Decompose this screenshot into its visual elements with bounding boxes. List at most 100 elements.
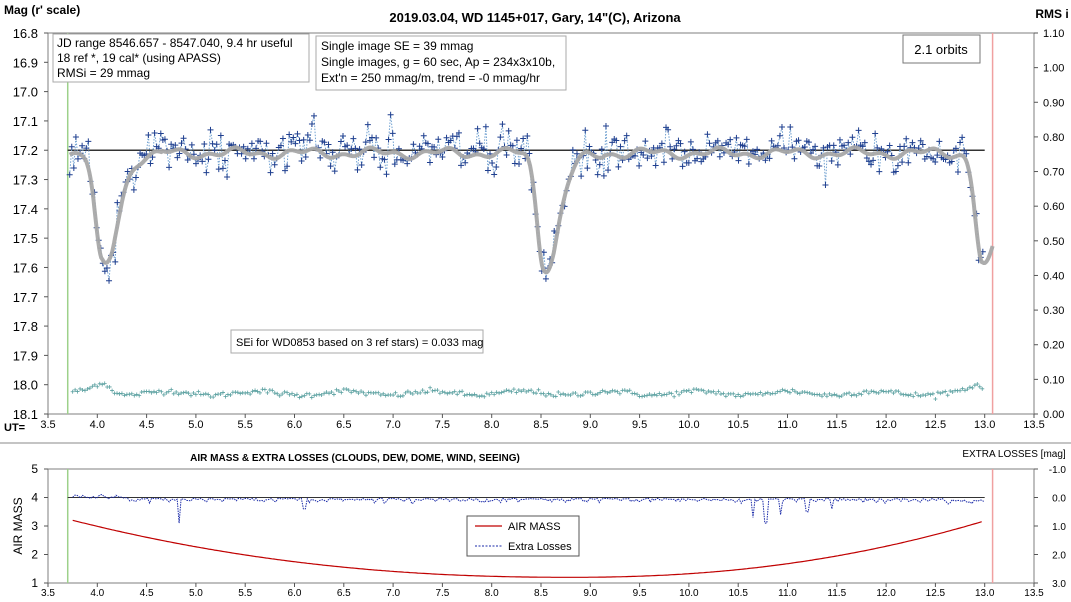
rms-point <box>898 391 903 396</box>
rms-point <box>255 389 260 394</box>
rms-point <box>716 389 721 394</box>
rms-point <box>499 390 504 395</box>
rms-point <box>871 389 876 394</box>
rms-point <box>792 389 797 394</box>
rms-point <box>928 392 933 397</box>
rms-point <box>686 388 691 393</box>
data-point <box>642 138 649 145</box>
top-y-tick-label: 18.1 <box>13 407 38 422</box>
rms-point <box>652 392 657 397</box>
rms-point <box>134 392 139 397</box>
data-point <box>505 127 512 134</box>
rms-point <box>866 391 871 396</box>
data-point <box>849 134 856 141</box>
rms-point <box>492 392 497 397</box>
data-point <box>489 159 496 166</box>
rms-point <box>410 392 415 397</box>
rms-point <box>285 390 290 395</box>
rms-point <box>556 389 561 394</box>
rms-point <box>733 394 738 399</box>
data-point <box>613 137 620 144</box>
data-point <box>302 154 309 161</box>
info-mid-line-2: Single images, g = 60 sec, Ap = 234x3x10… <box>321 55 555 69</box>
data-point <box>147 160 154 167</box>
data-point <box>132 174 139 181</box>
sei-box: SEi for WD0853 based on 3 ref stars) = 0… <box>230 329 484 354</box>
data-point <box>754 146 761 153</box>
top-x-tick-label: 9.5 <box>632 419 647 431</box>
rms-point <box>117 391 122 396</box>
rms-point <box>297 395 302 400</box>
bottom-x-tick-label: 10.5 <box>728 588 748 599</box>
rms-point <box>521 387 526 392</box>
rms-point <box>339 390 344 395</box>
data-point <box>344 142 351 149</box>
data-point <box>766 155 773 162</box>
rms-point <box>85 386 90 391</box>
rms-point <box>280 392 285 397</box>
top-x-tick-label: 12.0 <box>875 419 896 431</box>
data-point <box>366 137 373 144</box>
rms-point <box>290 391 295 396</box>
rms-point <box>758 390 763 395</box>
data-point <box>317 154 324 161</box>
rms-point <box>253 388 258 393</box>
rms-point <box>834 393 839 398</box>
rms-point <box>580 392 585 397</box>
bottom-x-tick-label: 11.5 <box>827 588 846 599</box>
rms-point <box>504 388 509 393</box>
rms-point <box>667 390 672 395</box>
info-box-left: JD range 8546.657 - 8547.040, 9.4 hr use… <box>52 33 310 83</box>
rms-point <box>151 389 156 394</box>
data-point <box>673 142 680 149</box>
bottom-y2-tick-label: 0.0 <box>1052 494 1066 505</box>
data-point <box>207 126 214 133</box>
data-point <box>290 134 297 141</box>
data-point <box>733 134 740 141</box>
data-point <box>816 163 823 170</box>
data-point <box>453 133 460 140</box>
rms-point <box>768 391 773 396</box>
data-point <box>157 130 164 137</box>
rms-point <box>938 391 943 396</box>
rms-point <box>201 392 206 397</box>
model-curve <box>68 145 995 275</box>
legend-losses-label: Extra Losses <box>508 541 572 553</box>
data-point <box>805 139 812 146</box>
rms-point <box>718 392 723 397</box>
rms-point <box>299 394 304 399</box>
rms-point <box>746 391 751 396</box>
data-point <box>745 161 752 168</box>
rms-point <box>694 387 699 392</box>
data-point <box>658 140 665 147</box>
data-point <box>631 152 638 159</box>
rms-point <box>292 393 297 398</box>
rms-point <box>277 393 282 398</box>
rms-point <box>817 392 822 397</box>
data-point <box>101 268 108 275</box>
data-point <box>151 129 158 136</box>
data-point <box>917 137 924 144</box>
rms-point <box>383 393 388 398</box>
rms-point <box>137 393 142 398</box>
rms-point <box>975 381 980 386</box>
data-point <box>801 143 808 150</box>
data-point <box>706 140 713 147</box>
rms-point <box>334 387 339 392</box>
rms-point <box>354 389 359 394</box>
data-point <box>652 162 659 169</box>
rms-point <box>657 391 662 396</box>
rms-point <box>524 389 529 394</box>
rms-point <box>166 389 171 394</box>
rms-point <box>506 388 511 393</box>
rms-point <box>699 387 704 392</box>
rms-point <box>462 393 467 398</box>
rms-point <box>87 386 92 391</box>
rms-point <box>943 389 948 394</box>
data-point <box>161 136 168 143</box>
data-point <box>621 137 628 144</box>
rms-point <box>783 388 788 393</box>
rms-point <box>420 388 425 393</box>
rms-point <box>593 392 598 397</box>
rms-point <box>600 388 605 393</box>
